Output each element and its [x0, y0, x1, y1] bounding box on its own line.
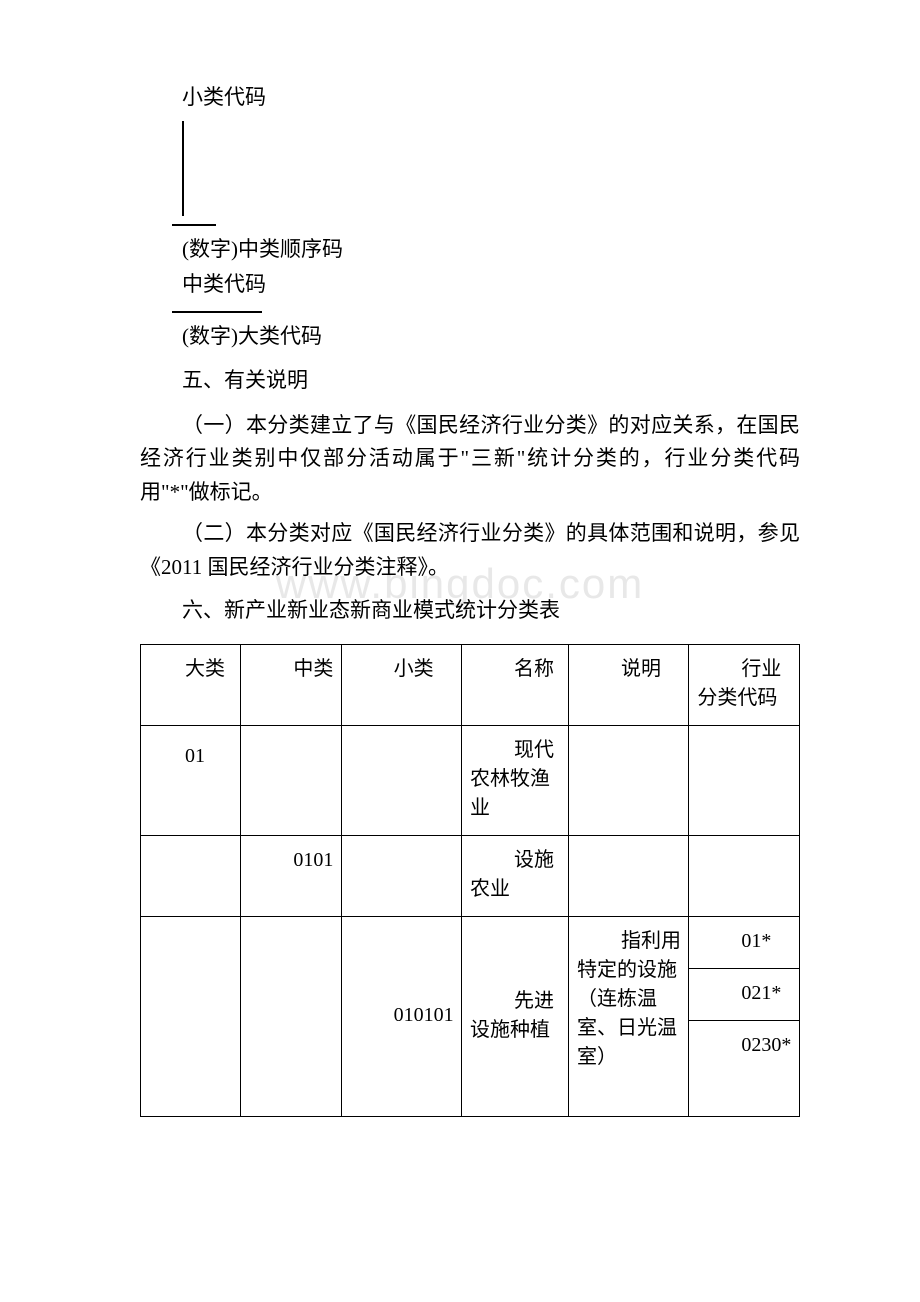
header-name: 名称 [461, 645, 568, 726]
underline-long [172, 311, 262, 313]
cell-empty [341, 726, 461, 836]
table-header-row: 大类 中类 小类 名称 说明 行业分类代码 [141, 645, 800, 726]
section-six-heading: 六、新产业新业态新商业模式统计分类表 [140, 591, 800, 631]
code-label-dalei: (数字)大类代码 [140, 319, 800, 355]
header-xiaolei: 小类 [341, 645, 461, 726]
code-label-xiaolei: 小类代码 [140, 80, 800, 115]
cell-empty [689, 726, 800, 836]
section-five-para1: （一）本分类建立了与《国民经济行业分类》的对应关系，在国民经济行业类别中仅部分活… [140, 409, 800, 510]
header-dalei: 大类 [141, 645, 241, 726]
cell-empty [689, 836, 800, 917]
cell-empty [569, 726, 689, 836]
cell-desc: 指利用特定的设施（连栋温室、日光温室） [569, 917, 689, 1117]
cell-empty [241, 917, 341, 1117]
classification-table: 大类 中类 小类 名称 说明 行业分类代码 01 现代农林牧渔业 0101 设施… [140, 644, 800, 1117]
table-row: 010101 先进设施种植 指利用特定的设施（连栋温室、日光温室） 01* [141, 917, 800, 969]
cell-empty [141, 917, 241, 1117]
code-label-zhonglei: 中类代码 [140, 267, 800, 303]
cell-name-xjsszp: 先进设施种植 [461, 917, 568, 1117]
cell-empty [241, 726, 341, 836]
cell-name-nylmy: 现代农林牧渔业 [461, 726, 568, 836]
cell-dalei-01: 01 [141, 726, 241, 836]
cell-xiaolei-010101: 010101 [341, 917, 461, 1117]
table-row: 01 现代农林牧渔业 [141, 726, 800, 836]
cell-empty [141, 836, 241, 917]
header-code: 行业分类代码 [689, 645, 800, 726]
cell-zhonglei-0101: 0101 [241, 836, 341, 917]
cell-name-ssny: 设施农业 [461, 836, 568, 917]
cell-code-0230: 0230* [689, 1021, 800, 1117]
table-row: 0101 设施农业 [141, 836, 800, 917]
header-zhonglei: 中类 [241, 645, 341, 726]
cell-code-021: 021* [689, 969, 800, 1021]
cell-code-01: 01* [689, 917, 800, 969]
vertical-divider [182, 121, 800, 216]
document-content: 小类代码 (数字)中类顺序码 中类代码 (数字)大类代码 五、有关说明 （一）本… [140, 80, 800, 1117]
cell-empty [569, 836, 689, 917]
section-five-para2: （二）本分类对应《国民经济行业分类》的具体范围和说明，参见《2011 国民经济行… [140, 517, 800, 584]
code-label-zhonglei-seq: (数字)中类顺序码 [140, 232, 800, 268]
section-five-heading: 五、有关说明 [140, 361, 800, 401]
cell-empty [341, 836, 461, 917]
underline-short [172, 224, 216, 226]
header-desc: 说明 [569, 645, 689, 726]
